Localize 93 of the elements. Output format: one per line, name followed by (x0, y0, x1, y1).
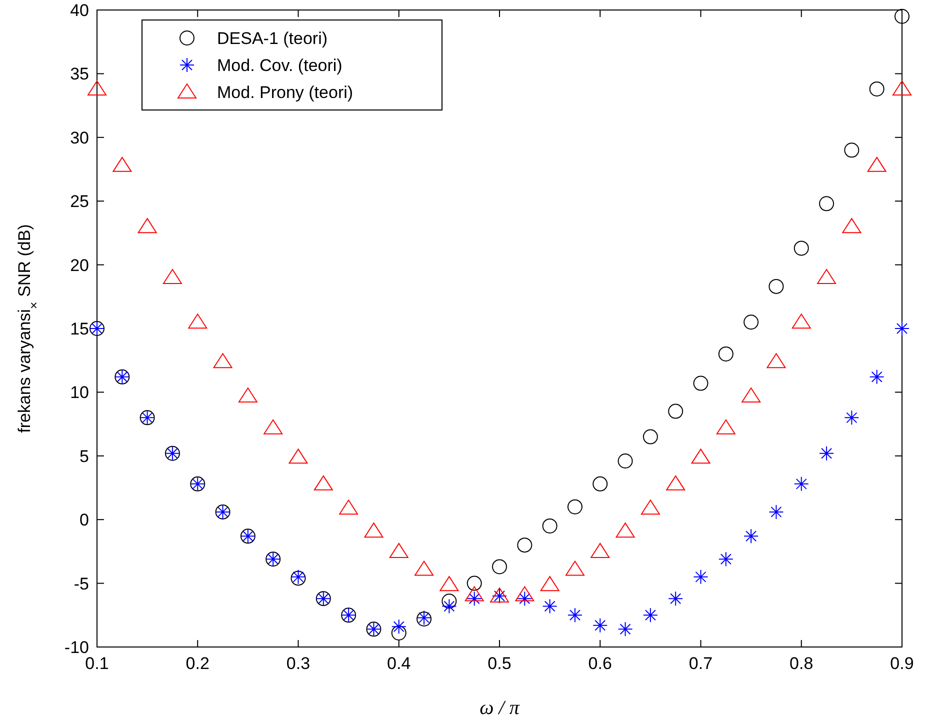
point (288, 448, 308, 464)
point (742, 388, 761, 403)
point (768, 504, 784, 520)
point (188, 314, 208, 329)
point (894, 321, 910, 336)
point (842, 218, 862, 234)
point (869, 81, 884, 96)
x-axis-title: ω / π (480, 697, 520, 719)
x-tick-label: 0.7 (688, 654, 713, 673)
x-tick-label: 0.4 (387, 654, 411, 673)
point (238, 388, 258, 403)
point (339, 500, 358, 515)
point (691, 448, 710, 464)
point (844, 410, 860, 426)
y-tick-label: 20 (70, 256, 89, 275)
point (668, 404, 684, 419)
y-tick-label: 0 (80, 510, 89, 530)
point (565, 560, 584, 576)
point (364, 522, 384, 538)
y-tick-label: 30 (70, 128, 89, 148)
y-tick-label: 5 (80, 446, 89, 466)
point (492, 559, 507, 574)
point (867, 156, 886, 172)
point (464, 586, 484, 602)
x-tick-label: 0.5 (488, 654, 512, 673)
point (666, 475, 686, 490)
point (264, 419, 283, 434)
point (894, 8, 910, 24)
point (391, 625, 406, 640)
point (744, 528, 759, 544)
x-tick-label: 0.6 (588, 654, 612, 673)
point (442, 594, 457, 609)
point (592, 476, 608, 492)
point (88, 80, 106, 96)
point (540, 576, 560, 592)
point (542, 518, 558, 534)
y-tick-label: 15 (70, 320, 89, 338)
point (766, 353, 786, 368)
legend-label: DESA-1 (teori) (217, 29, 328, 48)
y-tick-label: 40 (70, 1, 89, 20)
point (693, 376, 708, 391)
point (844, 142, 860, 158)
point (414, 560, 434, 576)
point (869, 369, 884, 384)
x-tick-label: 0.3 (286, 654, 310, 673)
point (567, 499, 582, 514)
point (466, 576, 482, 591)
point (716, 419, 736, 434)
point (592, 618, 608, 633)
point (693, 569, 708, 584)
point (112, 156, 132, 172)
point (213, 353, 232, 368)
point (642, 608, 658, 623)
point (567, 608, 582, 623)
legend-label: Mod. Prony (teori) (217, 83, 354, 102)
x-tick-label: 0.8 (790, 654, 814, 673)
point (440, 576, 459, 592)
y-tick-label: 25 (70, 192, 89, 212)
point (819, 446, 834, 461)
x-tick-label: 0.9 (890, 654, 914, 673)
point (642, 429, 658, 444)
point (718, 552, 734, 567)
point (515, 586, 534, 602)
point (744, 314, 759, 330)
point (792, 314, 811, 329)
y-tick-label: 10 (70, 383, 89, 402)
point (794, 476, 809, 492)
point (718, 346, 734, 362)
point (668, 591, 684, 606)
x-tick-label: 0.2 (186, 654, 210, 673)
point (618, 453, 633, 468)
point (391, 619, 406, 634)
x-tick-label: 0.1 (85, 654, 109, 673)
point (517, 538, 532, 553)
point (389, 542, 408, 558)
y-tick-label: -5 (74, 574, 89, 594)
point (618, 622, 633, 637)
point (590, 542, 610, 558)
point (892, 80, 912, 96)
legend-label: Mod. Cov. (teori) (217, 56, 342, 75)
point (542, 598, 558, 614)
point (616, 522, 635, 538)
point (817, 269, 836, 284)
point (442, 598, 457, 614)
point (768, 278, 784, 294)
point (314, 475, 333, 490)
point (794, 240, 809, 256)
point (640, 500, 660, 515)
point (819, 196, 834, 212)
point (138, 218, 157, 234)
y-tick-label: -10 (64, 638, 89, 657)
point (162, 269, 182, 284)
y-tick-label: 35 (70, 64, 89, 84)
